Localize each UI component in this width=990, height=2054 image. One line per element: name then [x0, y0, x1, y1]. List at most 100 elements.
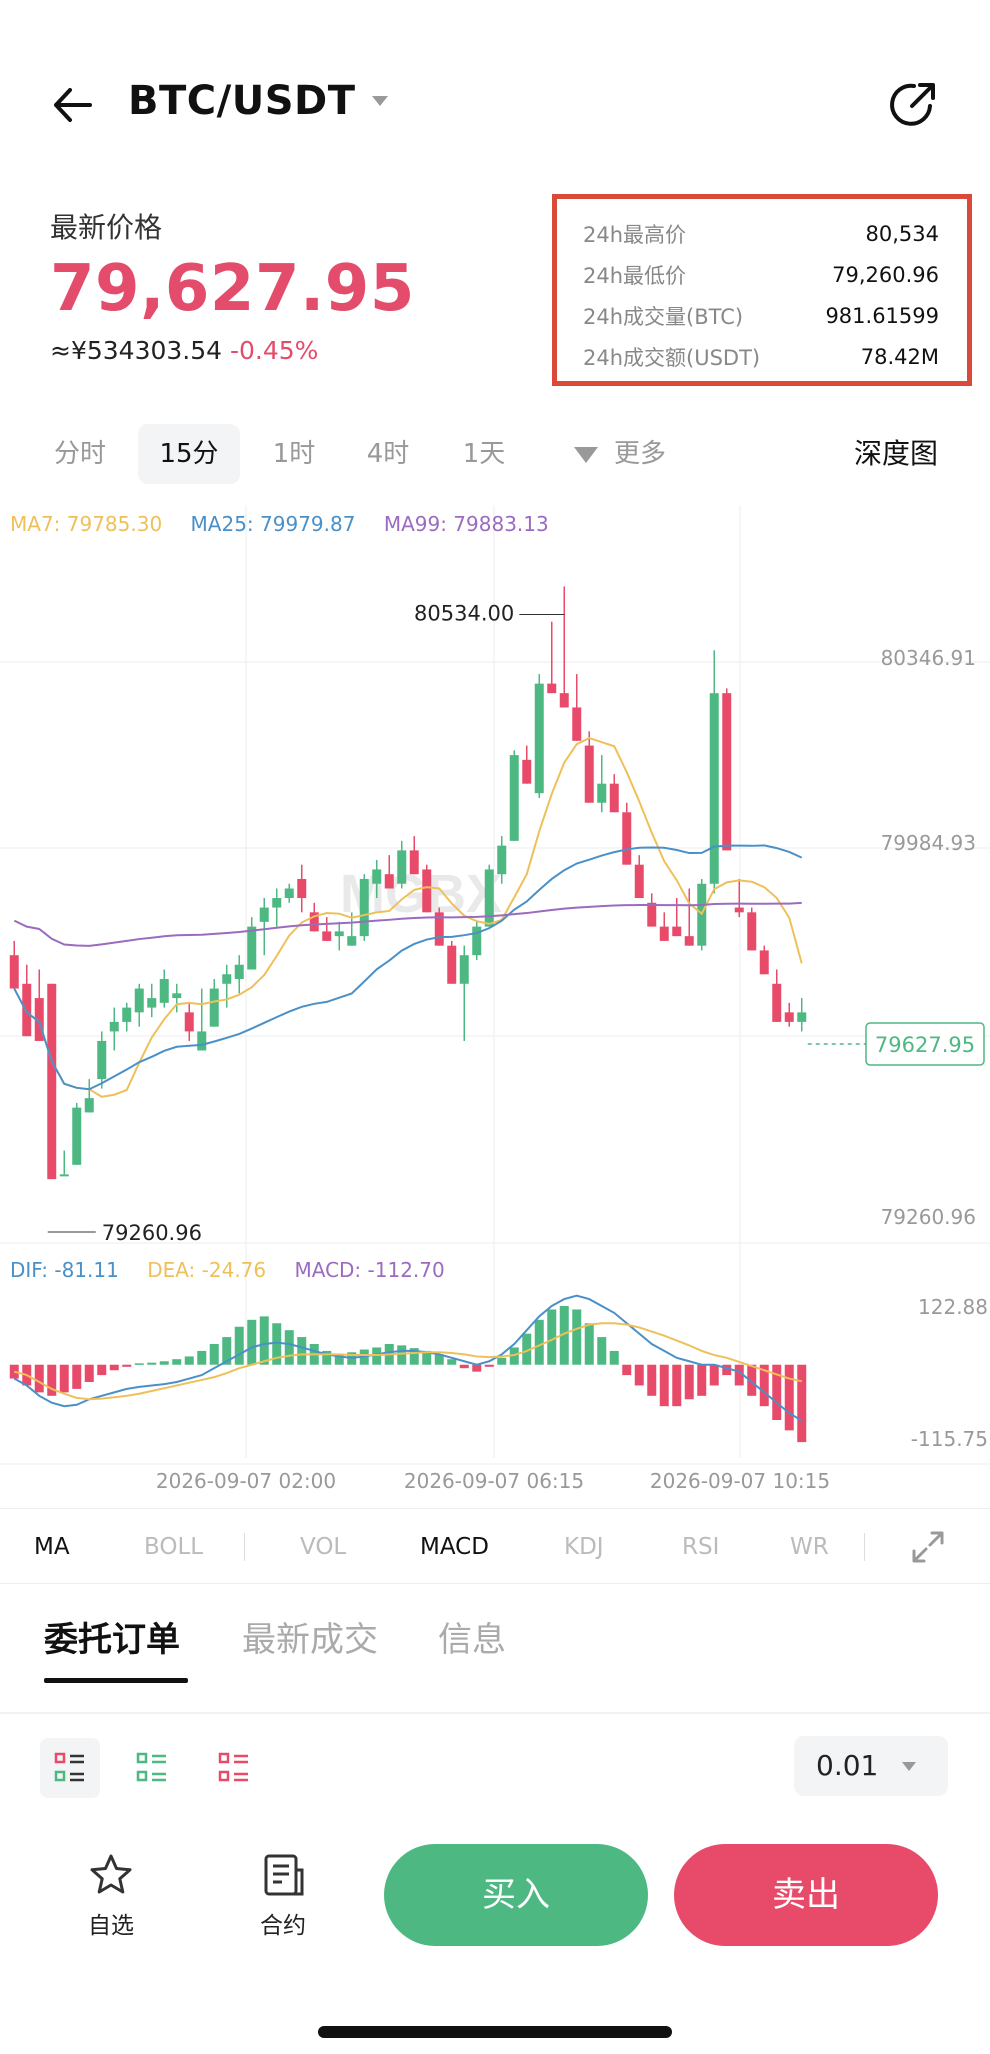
stat-value: 80,534 — [865, 221, 939, 246]
candle-body — [359, 878, 369, 937]
pair-dropdown-caret-icon[interactable] — [372, 96, 388, 106]
stat-label: 24h最低价 — [583, 263, 687, 288]
macd-bar — [709, 1364, 719, 1386]
candle-body — [422, 869, 432, 913]
price-change-percent: -0.45% — [230, 336, 319, 365]
candle-body — [472, 926, 482, 956]
candle-body — [72, 1107, 82, 1165]
candle-body — [522, 759, 532, 784]
tab-info[interactable]: 信息 — [438, 1620, 506, 1660]
tab-4h[interactable]: 4时 — [366, 439, 410, 469]
macd-axis-label: 122.88 — [918, 1295, 988, 1319]
macd-bar — [672, 1364, 682, 1407]
macd-bar — [284, 1330, 294, 1365]
candle-body — [259, 907, 269, 922]
expand-icon[interactable] — [908, 1527, 948, 1567]
macd-bar — [247, 1319, 257, 1365]
macd-bar — [622, 1364, 632, 1376]
tab-timeshare[interactable]: 分时 — [53, 439, 106, 469]
macd-bar — [597, 1337, 607, 1365]
candle-body — [759, 950, 769, 975]
candle-body — [572, 707, 582, 741]
candle-body — [684, 936, 694, 946]
price-cny: ≈¥534303.54 — [50, 336, 223, 365]
macd-bar — [59, 1364, 69, 1393]
candle-body — [534, 683, 544, 794]
candle-body — [509, 755, 519, 841]
macd-bar — [272, 1323, 282, 1365]
low-price-label: 79260.96 — [102, 1221, 202, 1245]
contract-icon[interactable] — [258, 1852, 308, 1898]
buy-button[interactable]: 买入 — [384, 1844, 648, 1946]
price-axis-label: 80346.91 — [881, 646, 976, 670]
favorites-label[interactable]: 自选 — [88, 1913, 134, 1939]
macd-bar — [772, 1364, 782, 1420]
tab-more[interactable]: 更多 — [560, 424, 680, 484]
macd-value: MACD: -112.70 — [294, 1258, 445, 1282]
stat-value: 79,260.96 — [832, 262, 939, 287]
sell-button[interactable]: 卖出 — [674, 1844, 938, 1946]
star-icon[interactable] — [86, 1852, 136, 1898]
indicator-boll[interactable]: BOLL — [144, 1534, 204, 1560]
candle-body — [497, 845, 507, 875]
macd-bar — [447, 1359, 457, 1365]
macd-axis-label: -115.75 — [911, 1427, 988, 1451]
dea-value: DEA: -24.76 — [147, 1258, 267, 1282]
last-price-tag-text: 79627.95 — [875, 1033, 975, 1057]
candlestick-chart[interactable]: MGBX80346.9179984.9379260.9680534.007926… — [0, 500, 990, 1500]
precision-value: 0.01 — [816, 1749, 879, 1782]
back-arrow-icon[interactable] — [48, 80, 98, 130]
macd-bar — [47, 1364, 57, 1396]
candle-body — [247, 926, 257, 970]
tab-1d[interactable]: 1天 — [462, 439, 506, 469]
indicator-wr[interactable]: WR — [790, 1534, 829, 1560]
orderbook-both-icon[interactable] — [40, 1738, 100, 1798]
candle-body — [647, 902, 657, 927]
macd-bar — [334, 1354, 344, 1365]
macd-bar — [509, 1347, 519, 1365]
macd-bar — [409, 1348, 419, 1365]
tab-open-orders[interactable]: 委托订单 — [44, 1620, 180, 1660]
macd-bar — [134, 1363, 144, 1365]
macd-bar — [734, 1364, 744, 1386]
candle-body — [59, 1174, 69, 1177]
tab-15m[interactable]: 15分 — [138, 424, 240, 484]
macd-bar — [634, 1364, 644, 1386]
indicator-vol[interactable]: VOL — [300, 1534, 347, 1560]
candle-body — [172, 993, 182, 999]
macd-bar — [572, 1309, 582, 1365]
candle-body — [122, 1007, 132, 1022]
indicator-rsi[interactable]: RSI — [682, 1534, 720, 1560]
contract-label[interactable]: 合约 — [260, 1913, 306, 1939]
tab-1h[interactable]: 1时 — [272, 439, 316, 469]
indicator-kdj[interactable]: KDJ — [564, 1534, 604, 1560]
trading-pair-title[interactable]: BTC/USDT — [128, 78, 356, 124]
candle-body — [559, 693, 569, 708]
more-label: 更多 — [613, 439, 666, 469]
ma25-value: MA25: 79979.87 — [190, 512, 356, 536]
share-icon[interactable] — [884, 76, 942, 134]
candle-body — [209, 988, 219, 1027]
precision-select[interactable]: 0.01 — [794, 1736, 948, 1796]
stat-value: 981.61599 — [825, 303, 939, 328]
macd-bar — [797, 1364, 807, 1443]
24h-stats-panel: 24h最高价 80,534 24h最低价 79,260.96 24h成交量(BT… — [552, 194, 972, 386]
candle-body — [84, 1098, 94, 1113]
macd-bar — [422, 1350, 432, 1365]
dif-value: DIF: -81.11 — [10, 1258, 119, 1282]
orderbook-sell-icon[interactable] — [204, 1738, 264, 1798]
candle-body — [97, 1040, 107, 1080]
more-caret-icon — [573, 446, 598, 463]
price-cny-line: ≈¥534303.54 -0.45% — [50, 336, 318, 365]
orderbook-buy-icon[interactable] — [122, 1738, 182, 1798]
candle-body — [772, 983, 782, 1022]
macd-bar — [197, 1350, 207, 1365]
stat-row-high: 24h最高价 80,534 — [583, 213, 939, 254]
candle-body — [797, 1012, 807, 1022]
indicator-ma[interactable]: MA — [34, 1534, 70, 1560]
candle-body — [134, 988, 144, 1013]
macd-bar — [559, 1306, 569, 1365]
tab-latest-trades[interactable]: 最新成交 — [242, 1620, 378, 1660]
indicator-macd[interactable]: MACD — [420, 1534, 489, 1560]
depth-chart-button[interactable]: 深度图 — [853, 437, 938, 470]
